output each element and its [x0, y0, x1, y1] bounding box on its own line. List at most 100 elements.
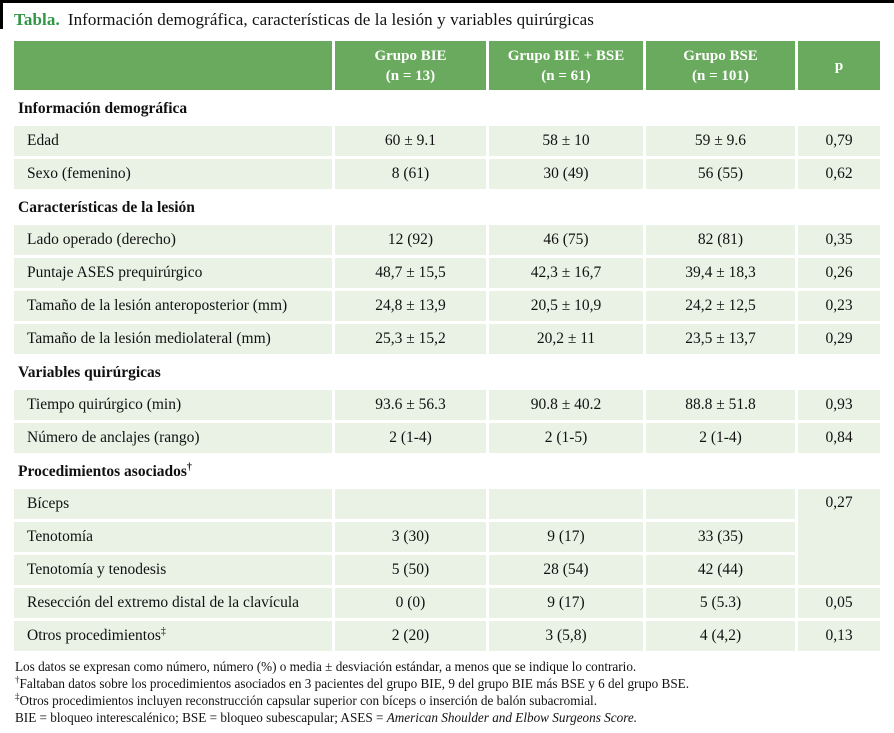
header-grupo-bse: Grupo BSE (n = 101) — [646, 41, 795, 90]
table-row: Tiempo quirúrgico (min) 93.6 ± 56.3 90.8… — [14, 390, 880, 420]
value-cell: 3 (30) — [335, 522, 486, 552]
p-cell: 0,84 — [798, 423, 880, 453]
value-cell: 60 ± 9.1 — [335, 126, 486, 156]
table-caption: Tabla. Información demográfica, caracterí… — [14, 9, 880, 31]
value-cell: 3 (5,8) — [489, 621, 643, 651]
section-heading-procedimientos: Procedimientos asociados† — [14, 456, 880, 486]
value-cell: 42 (44) — [646, 555, 795, 585]
value-cell-empty — [489, 489, 643, 519]
row-label-tamano-anteroposterior: Tamaño de la lesión anteroposterior (mm) — [14, 291, 332, 321]
value-cell: 12 (92) — [335, 225, 486, 255]
row-label-tenotomia: Tenotomía — [14, 522, 332, 552]
value-cell: 20,2 ± 11 — [489, 324, 643, 354]
value-cell: 23,5 ± 13,7 — [646, 324, 795, 354]
header-row: Grupo BIE (n = 13) Grupo BIE + BSE (n = 61… — [14, 41, 880, 90]
value-cell: 2 (1-4) — [335, 423, 486, 453]
value-cell: 8 (61) — [335, 159, 486, 189]
value-cell: 5 (5.3) — [646, 588, 795, 618]
header-grupo-bse-name: Grupo BSE — [683, 47, 758, 64]
p-cell: 0,13 — [798, 621, 880, 651]
table-row: Tamaño de la lesión mediolateral (mm) 25… — [14, 324, 880, 354]
p-cell: 0,29 — [798, 324, 880, 354]
value-cell: 28 (54) — [489, 555, 643, 585]
table-row: Resección del extremo distal de la claví… — [14, 588, 880, 618]
footnote-missing-data: †Faltaban datos sobre los procedimientos… — [15, 675, 880, 692]
row-label-sexo: Sexo (femenino) — [14, 159, 332, 189]
p-cell: 0,62 — [798, 159, 880, 189]
section-heading-lesion: Características de la lesión — [14, 192, 880, 222]
value-cell: 24,8 ± 13,9 — [335, 291, 486, 321]
header-grupo-bie: Grupo BIE (n = 13) — [335, 41, 486, 90]
table-row: Tamaño de la lesión anteroposterior (mm)… — [14, 291, 880, 321]
footnote-abbreviations: BIE = bloqueo interescalénico; BSE = blo… — [15, 709, 880, 726]
row-label-lado-operado: Lado operado (derecho) — [14, 225, 332, 255]
value-cell: 2 (1-4) — [646, 423, 795, 453]
value-cell: 90.8 ± 40.2 — [489, 390, 643, 420]
header-grupo-bie-bse-name: Grupo BIE + BSE — [507, 47, 625, 64]
row-label-tamano-mediolateral: Tamaño de la lesión mediolateral (mm) — [14, 324, 332, 354]
value-cell: 48,7 ± 15,5 — [335, 258, 486, 288]
footnote-text: Los datos se expresan como número, númer… — [15, 659, 637, 674]
p-cell: 0,26 — [798, 258, 880, 288]
header-grupo-bie-bse-n: (n = 61) — [541, 67, 591, 84]
table-row: Edad 60 ± 9.1 58 ± 10 59 ± 9.6 0,79 — [14, 126, 880, 156]
row-label-tiempo-quirurgico: Tiempo quirúrgico (min) — [14, 390, 332, 420]
value-cell-empty — [335, 489, 486, 519]
footnotes: Los datos se expresan como número, númer… — [14, 658, 880, 726]
section-row: Procedimientos asociados† — [14, 456, 880, 486]
value-cell: 5 (50) — [335, 555, 486, 585]
value-cell: 58 ± 10 — [489, 126, 643, 156]
value-cell: 82 (81) — [646, 225, 795, 255]
footnote-otros-procedimientos: ‡Otros procedimientos incluyen reconstru… — [15, 692, 880, 709]
value-cell: 30 (49) — [489, 159, 643, 189]
table-row: Puntaje ASES prequirúrgico 48,7 ± 15,5 4… — [14, 258, 880, 288]
footnote-text: Otros procedimientos incluyen reconstruc… — [19, 693, 598, 708]
header-grupo-bie-bse: Grupo BIE + BSE (n = 61) — [489, 41, 643, 90]
value-cell: 88.8 ± 51.8 — [646, 390, 795, 420]
dagger-marker: † — [186, 461, 192, 473]
section-heading-text: Procedimientos asociados — [18, 463, 187, 480]
table-row: Tenotomía 3 (30) 9 (17) 33 (35) — [14, 522, 880, 552]
row-label-reseccion-clavicula: Resección del extremo distal de la claví… — [14, 588, 332, 618]
row-label-edad: Edad — [14, 126, 332, 156]
table-row: Número de anclajes (rango) 2 (1-4) 2 (1-… — [14, 423, 880, 453]
double-dagger-marker: ‡ — [15, 691, 20, 702]
section-row: Características de la lesión — [14, 192, 880, 222]
header-empty-cell — [14, 41, 332, 90]
header-grupo-bse-n: (n = 101) — [692, 67, 749, 84]
section-row: Información demográfica — [14, 93, 880, 123]
section-row: Variables quirúrgicas — [14, 357, 880, 387]
table-row: Otros procedimientos‡ 2 (20) 3 (5,8) 4 (… — [14, 621, 880, 651]
p-cell: 0,05 — [798, 588, 880, 618]
footnote-text: Faltaban datos sobre los procedimientos … — [19, 676, 690, 691]
value-cell: 2 (1-5) — [489, 423, 643, 453]
header-grupo-bie-n: (n = 13) — [385, 67, 436, 84]
footnote-data-expression: Los datos se expresan como número, númer… — [15, 658, 880, 675]
table-caption-tag: Tabla. — [14, 10, 60, 29]
figure-left-border — [0, 0, 3, 29]
row-label-tenotomia-tenodesis: Tenotomía y tenodesis — [14, 555, 332, 585]
p-cell: 0,35 — [798, 225, 880, 255]
demographics-table: Grupo BIE (n = 13) Grupo BIE + BSE (n = 61… — [11, 38, 883, 654]
value-cell: 93.6 ± 56.3 — [335, 390, 486, 420]
value-cell: 42,3 ± 16,7 — [489, 258, 643, 288]
value-cell: 59 ± 9.6 — [646, 126, 795, 156]
value-cell: 39,4 ± 18,3 — [646, 258, 795, 288]
value-cell: 46 (75) — [489, 225, 643, 255]
row-label-numero-anclajes: Número de anclajes (rango) — [14, 423, 332, 453]
value-cell: 56 (55) — [646, 159, 795, 189]
value-cell: 2 (20) — [335, 621, 486, 651]
section-heading-quirurgicas: Variables quirúrgicas — [14, 357, 880, 387]
value-cell: 4 (4,2) — [646, 621, 795, 651]
row-label-puntaje-ases: Puntaje ASES prequirúrgico — [14, 258, 332, 288]
footnote-italic-ases: American Shoulder and Elbow Surgeons Sco… — [386, 710, 638, 725]
header-p-value: p — [798, 41, 880, 90]
row-label-text: Otros procedimientos — [27, 627, 161, 644]
section-heading-demografica: Información demográfica — [14, 93, 880, 123]
table-row: Tenotomía y tenodesis 5 (50) 28 (54) 42 … — [14, 555, 880, 585]
table-row: Lado operado (derecho) 12 (92) 46 (75) 8… — [14, 225, 880, 255]
table-row: Sexo (femenino) 8 (61) 30 (49) 56 (55) 0… — [14, 159, 880, 189]
row-label-otros-procedimientos: Otros procedimientos‡ — [14, 621, 332, 651]
value-cell: 9 (17) — [489, 588, 643, 618]
